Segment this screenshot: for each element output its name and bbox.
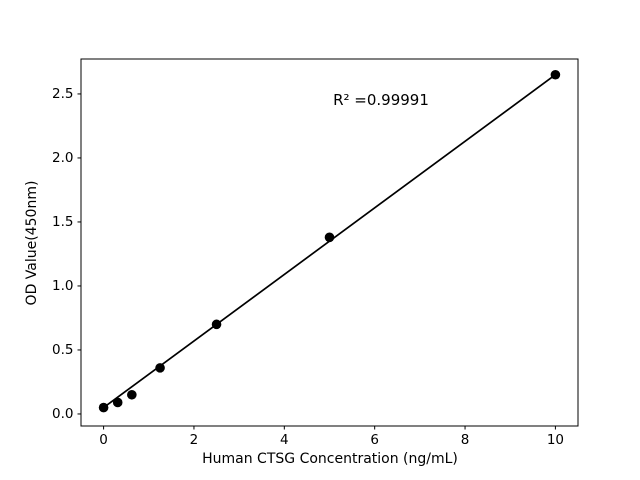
x-tick-label: 4 (280, 432, 289, 448)
x-tick-label: 10 (547, 432, 564, 448)
plot-border (80, 58, 579, 427)
x-tick-label: 6 (370, 432, 379, 448)
x-tick-label: 0 (99, 432, 108, 448)
y-tick-label: 0.5 (52, 342, 73, 358)
x-tick-label: 2 (190, 432, 199, 448)
y-tick-label: 2.5 (52, 86, 73, 102)
data-point (98, 402, 109, 413)
data-point (550, 69, 561, 80)
y-tick-label: 1.0 (52, 278, 73, 294)
data-point (155, 363, 165, 373)
x-axis-label: Human CTSG Concentration (ng/mL) (202, 451, 458, 467)
data-point (324, 232, 335, 243)
data-point (112, 397, 123, 408)
x-tick-label: 8 (461, 432, 470, 448)
data-point (127, 389, 137, 400)
y-tick-label: 2.0 (52, 150, 73, 166)
data-point (211, 319, 222, 330)
y-tick-label: 1.5 (52, 214, 73, 230)
y-tick-label: 0.0 (52, 406, 73, 422)
r-squared-annotation: R² =0.99991 (333, 91, 429, 109)
y-axis-label: OD Value(450nm) (24, 180, 40, 306)
